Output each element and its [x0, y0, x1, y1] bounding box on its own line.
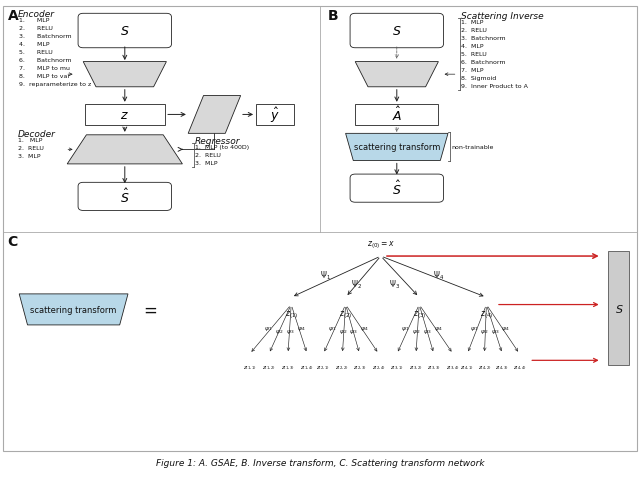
Text: $z_{(1,2)}$: $z_{(1,2)}$ [262, 364, 276, 372]
Text: $\psi_1$: $\psi_1$ [264, 324, 273, 332]
Text: Encoder: Encoder [18, 10, 55, 19]
Text: =: = [143, 301, 157, 319]
Text: $\psi_2$: $\psi_2$ [339, 328, 348, 336]
Text: 9.  Inner Product to A: 9. Inner Product to A [461, 84, 527, 89]
Text: $z_{(3,4)}$: $z_{(3,4)}$ [446, 364, 460, 372]
Bar [608, 252, 629, 365]
Text: $z_{(1,1)}$: $z_{(1,1)}$ [243, 364, 257, 372]
Text: $z_{(4,2)}$: $z_{(4,2)}$ [477, 364, 492, 372]
Text: scattering transform: scattering transform [31, 305, 116, 314]
Text: 6.  Batchnorm: 6. Batchnorm [461, 60, 506, 65]
Text: $\Psi_1$: $\Psi_1$ [319, 269, 331, 281]
Text: $\psi_4$: $\psi_4$ [360, 324, 369, 332]
Text: 3.  Batchnorm: 3. Batchnorm [461, 36, 506, 41]
Text: 2.  RELU: 2. RELU [461, 29, 486, 33]
Text: $z_{(4,1)}$: $z_{(4,1)}$ [460, 364, 474, 372]
Text: 7.      MLP to mu: 7. MLP to mu [19, 66, 70, 71]
Text: 2.      RELU: 2. RELU [19, 26, 53, 31]
Text: $z$: $z$ [120, 109, 129, 121]
Text: $z_{(1,4)}$: $z_{(1,4)}$ [300, 364, 314, 372]
Polygon shape [67, 136, 182, 165]
Text: non-trainable: non-trainable [452, 145, 494, 150]
Text: $\hat{S}$: $\hat{S}$ [392, 180, 401, 198]
Bar [355, 105, 438, 125]
Text: $\psi_4$: $\psi_4$ [297, 324, 306, 332]
FancyBboxPatch shape [78, 183, 172, 211]
Text: Regressor: Regressor [195, 136, 241, 146]
Text: scattering transform: scattering transform [354, 143, 440, 152]
Text: 1.  MLP (to 400D): 1. MLP (to 400D) [195, 145, 250, 150]
Text: $\psi_2$: $\psi_2$ [480, 328, 489, 336]
Text: $z_{(3,3)}$: $z_{(3,3)}$ [427, 364, 441, 372]
Text: $z_{(0)} = x$: $z_{(0)} = x$ [367, 239, 395, 251]
Text: 4.  MLP: 4. MLP [461, 45, 483, 49]
Text: 1.      MLP: 1. MLP [19, 18, 49, 23]
Text: $z_{(4,3)}$: $z_{(4,3)}$ [495, 364, 509, 372]
Text: 3.  MLP: 3. MLP [195, 161, 218, 166]
Text: 9.  reparameterize to z: 9. reparameterize to z [19, 82, 92, 87]
Text: $z_{(3)}$: $z_{(3)}$ [413, 309, 426, 320]
Text: $z_{(3,1)}$: $z_{(3,1)}$ [390, 364, 404, 372]
Text: $z_{(4,4)}$: $z_{(4,4)}$ [513, 364, 527, 372]
Text: Figure 1: A. GSAE, B. Inverse transform, C. Scattering transform network: Figure 1: A. GSAE, B. Inverse transform,… [156, 458, 484, 467]
Text: $S$: $S$ [392, 25, 401, 38]
Text: $\psi_3$: $\psi_3$ [491, 328, 500, 336]
Text: 1.  MLP: 1. MLP [461, 20, 483, 25]
Text: $z_{(2,3)}$: $z_{(2,3)}$ [353, 364, 367, 372]
Text: B: B [328, 9, 339, 23]
Text: $\psi_3$: $\psi_3$ [423, 328, 432, 336]
Polygon shape [19, 294, 128, 325]
Text: $z_{(3,2)}$: $z_{(3,2)}$ [409, 364, 423, 372]
Text: $\psi_1$: $\psi_1$ [401, 324, 410, 332]
Polygon shape [346, 134, 448, 161]
Text: $\psi_1$: $\psi_1$ [470, 324, 479, 332]
Text: 3.  MLP: 3. MLP [18, 154, 40, 159]
Text: $\Psi_4$: $\Psi_4$ [433, 269, 444, 281]
Text: 8.      MLP to var: 8. MLP to var [19, 74, 70, 79]
Polygon shape [83, 62, 166, 88]
FancyBboxPatch shape [78, 14, 172, 49]
Text: $\psi_1$: $\psi_1$ [328, 324, 337, 332]
Text: A: A [8, 9, 19, 23]
Text: $z_{(1)}$: $z_{(1)}$ [285, 309, 298, 320]
FancyBboxPatch shape [350, 14, 444, 49]
Text: $\hat{S}$: $\hat{S}$ [120, 188, 129, 206]
Text: $\psi_4$: $\psi_4$ [434, 324, 443, 332]
Text: $S$: $S$ [614, 302, 623, 315]
Text: 6.      Batchnorm: 6. Batchnorm [19, 58, 72, 63]
Bar [85, 105, 165, 125]
Text: $\psi_3$: $\psi_3$ [349, 328, 358, 336]
Text: 2.  RELU: 2. RELU [195, 153, 221, 158]
Text: $\Psi_2$: $\Psi_2$ [351, 278, 362, 290]
Text: $\psi_2$: $\psi_2$ [275, 328, 284, 336]
Text: 8.  Sigmoid: 8. Sigmoid [461, 76, 496, 81]
Text: $z_{(2,4)}$: $z_{(2,4)}$ [372, 364, 386, 372]
Text: $z_{(1,3)}$: $z_{(1,3)}$ [281, 364, 295, 372]
Text: 2.  RELU: 2. RELU [18, 146, 44, 151]
Text: 5.  RELU: 5. RELU [461, 52, 486, 57]
Text: $\hat{A}$: $\hat{A}$ [392, 106, 402, 124]
Text: $z_{(4)}$: $z_{(4)}$ [480, 309, 493, 320]
Text: Decoder: Decoder [18, 130, 56, 139]
Bar [256, 105, 294, 125]
FancyBboxPatch shape [350, 175, 444, 203]
Text: $z_{(2,1)}$: $z_{(2,1)}$ [316, 364, 330, 372]
Text: 7.  MLP: 7. MLP [461, 68, 483, 73]
Text: $\Psi_3$: $\Psi_3$ [389, 278, 401, 290]
Text: 3.      Batchnorm: 3. Batchnorm [19, 34, 72, 39]
Polygon shape [355, 62, 438, 88]
Text: 1.   MLP: 1. MLP [18, 138, 42, 143]
Text: Scattering Inverse: Scattering Inverse [461, 12, 543, 21]
Text: 4.      MLP: 4. MLP [19, 42, 50, 47]
Text: $\psi_3$: $\psi_3$ [286, 328, 295, 336]
Polygon shape [188, 96, 241, 134]
Text: 5.      RELU: 5. RELU [19, 50, 53, 55]
Text: $\psi_2$: $\psi_2$ [412, 328, 421, 336]
Text: $z_{(2)}$: $z_{(2)}$ [339, 309, 352, 320]
Text: $\hat{y}$: $\hat{y}$ [270, 106, 280, 125]
Text: C: C [8, 235, 18, 249]
Text: $\psi_4$: $\psi_4$ [501, 324, 509, 332]
Text: $S$: $S$ [120, 25, 129, 38]
Text: $z_{(2,2)}$: $z_{(2,2)}$ [335, 364, 349, 372]
